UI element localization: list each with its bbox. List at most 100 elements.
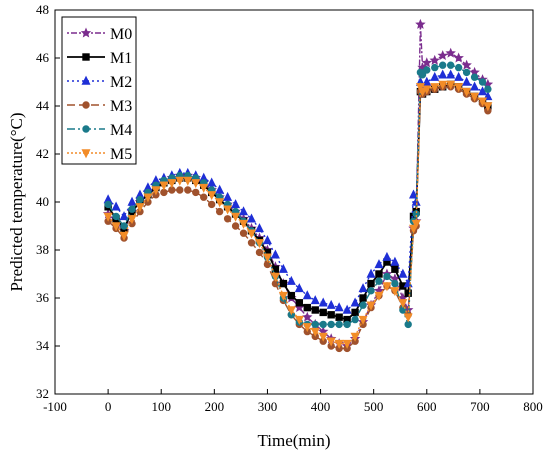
data-point-M2 — [358, 283, 368, 293]
data-point-M5 — [470, 92, 480, 102]
data-point-M2 — [422, 76, 432, 86]
data-point-M5 — [358, 315, 368, 325]
data-point-M5 — [398, 299, 408, 309]
data-point-M2 — [446, 69, 456, 79]
data-point-M4 — [343, 320, 351, 329]
data-point-M0 — [415, 18, 426, 29]
axis-ticks: -100 0 100 200 300 400 500 600 700 800 32 34 36 38 40 4… — [36, 2, 543, 414]
data-point-M1 — [295, 299, 304, 307]
data-point-M4 — [470, 73, 479, 81]
data-point-M2 — [318, 297, 328, 307]
data-point-M4 — [367, 287, 375, 295]
data-point-M4 — [446, 61, 455, 69]
data-point-M5 — [430, 83, 440, 93]
data-point-M4 — [383, 272, 391, 281]
data-point-M4 — [351, 315, 359, 324]
data-point-M4 — [439, 61, 447, 69]
series-line-M1 — [107, 83, 489, 321]
series-M2 — [103, 69, 493, 314]
data-point-M4 — [128, 205, 136, 213]
data-point-M5 — [127, 215, 137, 225]
data-point-M1 — [287, 291, 296, 300]
data-point-M1 — [359, 294, 367, 302]
data-point-M5 — [247, 229, 257, 239]
data-point-M5 — [143, 193, 153, 203]
data-point-M5 — [382, 282, 392, 292]
data-point-M5 — [199, 183, 209, 193]
data-point-M3 — [176, 186, 184, 194]
data-point-M2 — [286, 275, 296, 285]
data-point-M5 — [446, 80, 456, 90]
data-point-M4 — [104, 200, 112, 209]
data-point-M2 — [430, 71, 440, 81]
data-point-M5 — [310, 327, 320, 337]
legend-marker — [81, 149, 91, 159]
legend-marker — [82, 101, 90, 109]
data-point-M2 — [294, 283, 304, 293]
data-point-M4 — [311, 320, 319, 329]
data-point-M4 — [375, 277, 383, 285]
legend: M0 M1 M2 M3 M4 M5 — [61, 16, 137, 165]
y-tick-label: 48 — [36, 2, 49, 17]
x-tick-label: 200 — [205, 399, 225, 414]
data-point-M4 — [431, 63, 439, 72]
data-point-M5 — [483, 102, 493, 112]
data-point-M5 — [167, 179, 177, 189]
data-point-M3 — [215, 207, 224, 216]
data-point-M4 — [454, 63, 463, 72]
legend-frame — [61, 16, 137, 165]
data-point-M3 — [192, 188, 200, 197]
legend-label: M2 — [110, 74, 132, 91]
data-point-M1 — [335, 313, 343, 321]
data-point-M2 — [334, 302, 344, 312]
data-point-M2 — [398, 268, 408, 278]
legend-marker — [82, 125, 90, 133]
data-point-M1 — [351, 308, 359, 317]
data-point-M5 — [390, 287, 400, 297]
data-point-M5 — [294, 315, 304, 325]
data-point-M2 — [390, 256, 400, 266]
data-point-M5 — [478, 97, 488, 107]
y-axis-title: Predicted temperature(°C) — [7, 112, 26, 291]
data-point-M2 — [207, 177, 217, 187]
data-point-M5 — [151, 186, 161, 196]
data-point-M5 — [318, 332, 328, 342]
data-point-M5 — [462, 87, 472, 97]
x-tick-label: 300 — [258, 399, 278, 414]
data-point-M2 — [350, 297, 360, 307]
data-point-M4 — [462, 68, 471, 77]
series-line-M5 — [107, 83, 489, 345]
data-point-M1 — [303, 303, 311, 312]
legend-label: M0 — [110, 26, 132, 43]
y-tick-label: 40 — [36, 194, 49, 209]
data-point-M1 — [391, 265, 399, 273]
data-point-M2 — [278, 263, 288, 273]
y-tick-label: 42 — [36, 146, 49, 161]
y-tick-label: 46 — [36, 50, 50, 65]
data-point-M2 — [470, 81, 480, 91]
data-point-M2 — [119, 211, 129, 221]
data-point-M1 — [367, 279, 375, 288]
data-point-M5 — [103, 212, 113, 222]
data-point-M0 — [437, 50, 448, 61]
y-tick-label: 32 — [36, 386, 49, 401]
data-point-M5 — [231, 212, 241, 222]
data-point-M5 — [350, 332, 360, 342]
data-point-M4 — [418, 71, 427, 79]
data-point-M4 — [327, 320, 335, 329]
legend-label: M5 — [110, 146, 132, 163]
data-point-M4 — [120, 222, 128, 230]
data-point-M2 — [111, 201, 121, 211]
data-point-M2 — [438, 69, 448, 79]
data-point-M5 — [326, 337, 336, 347]
data-point-M2 — [478, 86, 488, 96]
x-tick-label: 100 — [151, 399, 171, 414]
data-point-M0 — [453, 52, 464, 63]
data-point-M3 — [200, 193, 208, 201]
y-tick-label: 38 — [36, 242, 49, 257]
data-point-M5 — [418, 87, 428, 97]
data-point-M5 — [411, 219, 421, 229]
data-point-M3 — [207, 200, 216, 209]
data-point-M5 — [342, 339, 352, 349]
